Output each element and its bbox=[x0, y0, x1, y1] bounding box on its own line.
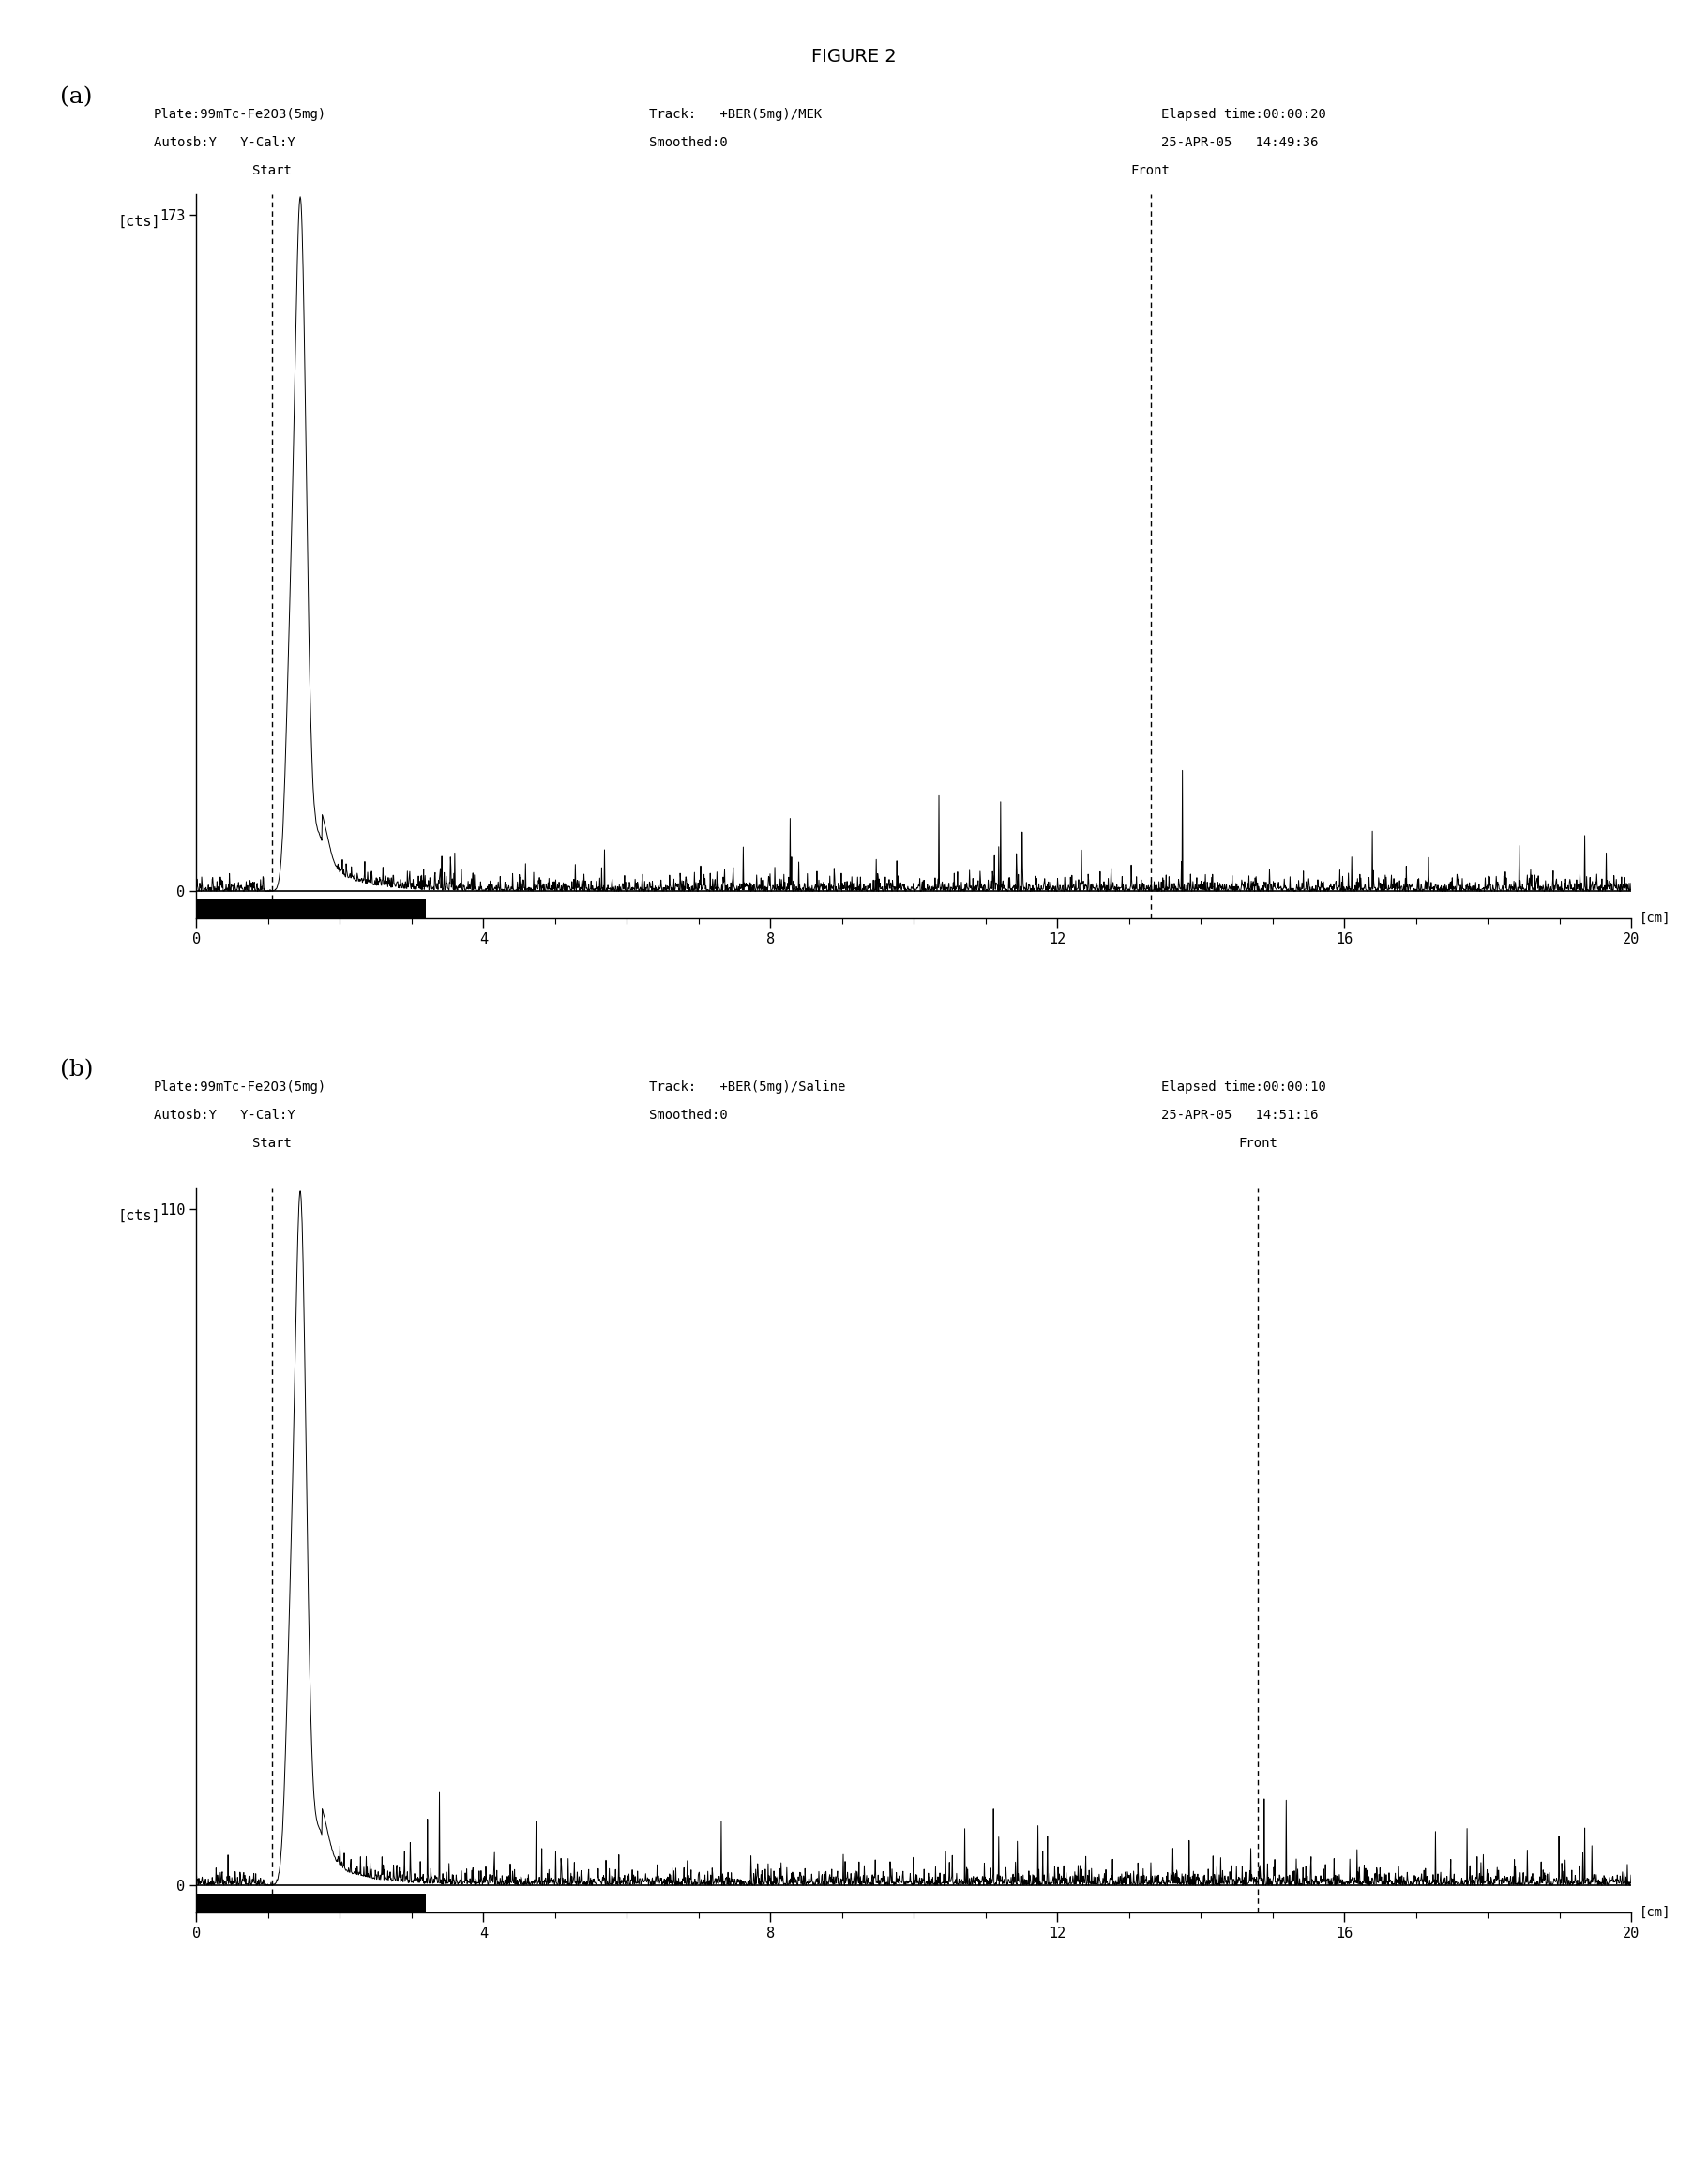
Text: Elapsed time:00:00:10: Elapsed time:00:00:10 bbox=[1161, 1080, 1327, 1093]
Text: [cm]: [cm] bbox=[1640, 1906, 1670, 1919]
Text: (b): (b) bbox=[60, 1059, 92, 1080]
Text: Start: Start bbox=[253, 164, 292, 177]
Text: Plate:99mTc-Fe2O3(5mg): Plate:99mTc-Fe2O3(5mg) bbox=[154, 108, 326, 121]
Text: Elapsed time:00:00:20: Elapsed time:00:00:20 bbox=[1161, 108, 1327, 121]
Text: (a): (a) bbox=[60, 86, 92, 108]
Text: Front: Front bbox=[1238, 1137, 1278, 1150]
Text: Smoothed:0: Smoothed:0 bbox=[649, 1109, 728, 1122]
Text: Plate:99mTc-Fe2O3(5mg): Plate:99mTc-Fe2O3(5mg) bbox=[154, 1080, 326, 1093]
Text: Autosb:Y   Y-Cal:Y: Autosb:Y Y-Cal:Y bbox=[154, 1109, 295, 1122]
Text: Track:   +BER(5mg)/MEK: Track: +BER(5mg)/MEK bbox=[649, 108, 822, 121]
Text: Track:   +BER(5mg)/Saline: Track: +BER(5mg)/Saline bbox=[649, 1080, 845, 1093]
Text: Autosb:Y   Y-Cal:Y: Autosb:Y Y-Cal:Y bbox=[154, 136, 295, 149]
Text: [cts]: [cts] bbox=[118, 1208, 161, 1223]
Text: 25-APR-05   14:51:16: 25-APR-05 14:51:16 bbox=[1161, 1109, 1319, 1122]
Text: [cts]: [cts] bbox=[118, 214, 161, 229]
Text: Smoothed:0: Smoothed:0 bbox=[649, 136, 728, 149]
Text: FIGURE 2: FIGURE 2 bbox=[811, 48, 897, 65]
Text: Front: Front bbox=[1131, 164, 1170, 177]
Text: 25-APR-05   14:49:36: 25-APR-05 14:49:36 bbox=[1161, 136, 1319, 149]
Text: Start: Start bbox=[253, 1137, 292, 1150]
Bar bbox=[196, 899, 425, 918]
Text: [cm]: [cm] bbox=[1640, 912, 1670, 925]
Bar bbox=[196, 1893, 425, 1912]
